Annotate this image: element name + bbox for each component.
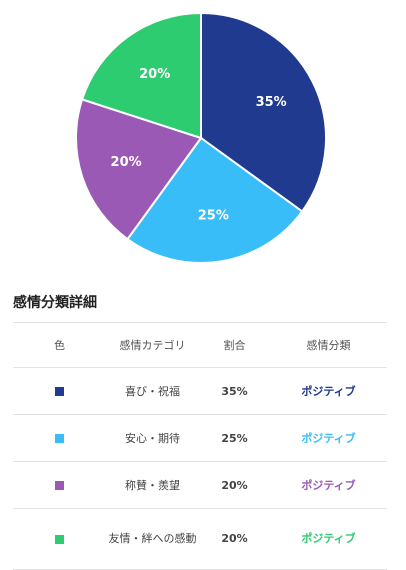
pie-slice	[200, 11, 327, 213]
color-swatch	[55, 534, 64, 544]
pie-slice-label: 25%	[198, 208, 229, 223]
header-color: 色	[13, 323, 106, 368]
color-swatch	[55, 434, 64, 443]
header-category: 感情カテゴリ	[106, 323, 199, 368]
row-ratio: 20%	[199, 461, 270, 509]
row-type: ポジティブ	[270, 414, 387, 462]
pie-chart: 35% 25% 20% 20%	[75, 11, 327, 264]
pie-slice	[126, 136, 304, 264]
row-category: 称賛・羨望	[106, 461, 199, 509]
color-swatch	[55, 481, 64, 490]
pie-slice-label: 20%	[111, 155, 142, 170]
row-ratio: 35%	[199, 367, 270, 415]
row-ratio: 25%	[199, 414, 270, 462]
row-type: ポジティブ	[270, 367, 387, 415]
row-category: 安心・期待	[106, 414, 199, 462]
row-ratio: 20%	[199, 508, 270, 570]
header-ratio: 割合	[199, 323, 270, 368]
row-category: 友情・絆への感動	[106, 508, 199, 570]
pie-slice	[75, 98, 203, 241]
pie-slice-label: 35%	[256, 95, 287, 110]
table-row: 友情・絆への感動 20% ポジティブ	[13, 508, 387, 570]
pie-slice	[80, 11, 202, 140]
color-swatch	[55, 387, 64, 396]
header-type: 感情分類	[270, 323, 387, 368]
table-row: 称賛・羨望 20% ポジティブ	[13, 461, 387, 509]
row-category: 喜び・祝福	[106, 367, 199, 415]
details-title: 感情分類詳細	[13, 292, 387, 323]
emotion-details-section: 感情分類詳細 色 感情カテゴリ 割合 感情分類 喜び・祝福 35% ポジティブ …	[13, 292, 387, 570]
table-row: 安心・期待 25% ポジティブ	[13, 414, 387, 462]
table-row: 喜び・祝福 35% ポジティブ	[13, 367, 387, 415]
row-type: ポジティブ	[270, 508, 387, 570]
emotion-details-table: 色 感情カテゴリ 割合 感情分類 喜び・祝福 35% ポジティブ 安心・期待 2…	[13, 323, 387, 570]
row-type: ポジティブ	[270, 461, 387, 509]
pie-slice-label: 20%	[139, 67, 170, 82]
table-header-row: 色 感情カテゴリ 割合 感情分類	[13, 323, 387, 368]
